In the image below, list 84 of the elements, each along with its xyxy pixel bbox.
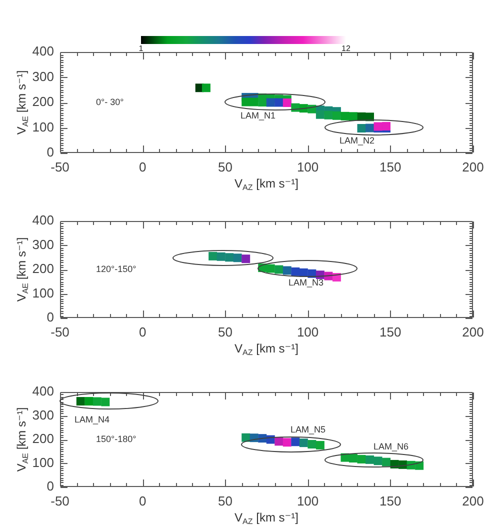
y-tick-label: 200	[32, 431, 54, 446]
x-tick-label: 0	[138, 324, 146, 340]
y-tick-label: 100	[32, 285, 54, 300]
annotation: LAM_N1	[240, 110, 276, 120]
point	[340, 112, 350, 120]
point	[208, 252, 218, 260]
point	[316, 110, 324, 119]
x-tick-label: 0	[138, 159, 146, 174]
x-tick-label: 200	[462, 493, 484, 508]
annotation: LAM_N3	[288, 277, 324, 288]
point	[348, 454, 358, 463]
point	[282, 266, 292, 275]
annotation: 150°-180°	[96, 434, 137, 444]
point	[357, 124, 366, 132]
y-tick-label: 0	[46, 310, 54, 325]
x-tick-label: -50	[50, 493, 70, 508]
point	[382, 122, 391, 130]
x-tick-label: 50	[218, 159, 232, 174]
point	[101, 398, 110, 406]
point	[274, 98, 284, 107]
point	[348, 112, 358, 121]
y-tick-label: 100	[32, 454, 54, 470]
point	[282, 438, 292, 447]
point	[316, 440, 324, 450]
point	[76, 397, 85, 406]
y-axis-title: VAE [km s⁻¹]	[14, 70, 30, 135]
annotation: LAM_N6	[373, 441, 409, 452]
y-tick-label: 400	[32, 44, 54, 59]
annotation: 120°-150°	[96, 264, 137, 274]
color-bar-label: 12	[342, 44, 351, 54]
y-tick-label: 200	[32, 261, 54, 276]
annotation: LAM_N4	[74, 414, 110, 424]
y-tick-label: 200	[32, 94, 54, 110]
point	[266, 264, 275, 273]
y-tick-label: 300	[32, 407, 54, 422]
point	[415, 461, 424, 470]
x-tick-label: 150	[380, 324, 402, 340]
y-tick-label: 300	[32, 68, 54, 84]
x-tick-label: 50	[218, 324, 232, 340]
x-tick-label: 50	[218, 493, 232, 508]
point	[84, 397, 94, 406]
x-tick-label: 100	[296, 324, 319, 340]
point	[233, 254, 242, 262]
annotation: 0°- 30°	[96, 96, 124, 107]
x-tick-label: 150	[380, 493, 402, 508]
point	[242, 433, 250, 442]
point	[324, 110, 333, 120]
y-tick-label: 300	[32, 236, 54, 252]
point	[242, 254, 250, 264]
point	[291, 267, 300, 276]
point	[216, 252, 226, 261]
y-axis-title: VAE [km s⁻¹]	[14, 407, 30, 472]
x-tick-label: 200	[462, 159, 484, 174]
annotation: LAM_N5	[290, 424, 326, 434]
point	[202, 84, 210, 92]
y-tick-label: 0	[46, 144, 54, 160]
x-tick-label: -50	[50, 159, 70, 174]
y-tick-label: 100	[32, 119, 54, 134]
point	[382, 458, 391, 466]
y-axis-title: VAE [km s⁻¹]	[14, 237, 30, 302]
x-tick-label: 100	[296, 493, 319, 508]
point	[366, 124, 374, 132]
x-tick-label: -50	[50, 324, 70, 340]
x-tick-label: 200	[462, 324, 484, 340]
annotation: LAM_N2	[339, 135, 375, 146]
y-tick-label: 0	[46, 478, 54, 494]
point	[282, 98, 292, 107]
point	[366, 455, 374, 464]
point	[357, 454, 366, 464]
point	[242, 98, 250, 106]
point	[332, 111, 341, 120]
x-tick-label: 150	[380, 159, 402, 174]
point	[274, 437, 284, 446]
y-tick-label: 400	[32, 212, 54, 228]
point	[374, 456, 382, 466]
point	[308, 440, 316, 448]
point	[225, 253, 234, 262]
color-bar-label: 1	[138, 44, 144, 54]
y-tick-label: 400	[32, 384, 54, 399]
x-tick-label: 100	[296, 159, 319, 174]
point	[291, 438, 300, 446]
x-tick-label: 0	[138, 493, 146, 508]
point	[274, 265, 284, 274]
point	[299, 438, 308, 448]
